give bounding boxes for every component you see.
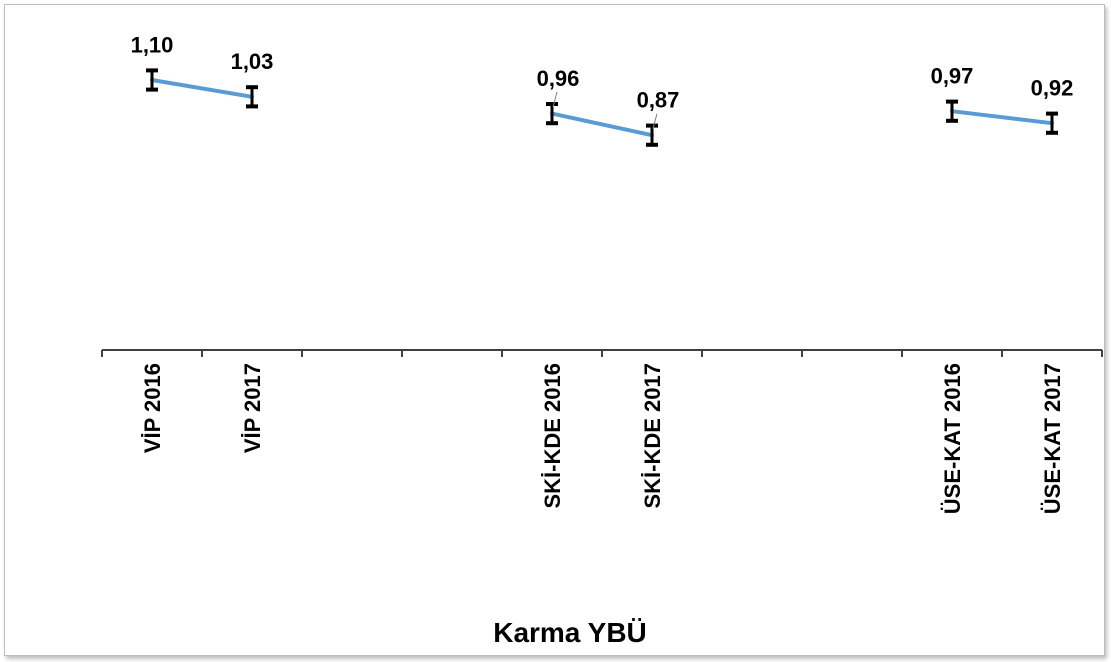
x-tick-label: SKİ-KDE 2017 [640, 363, 665, 509]
series-line [950, 109, 1054, 126]
data-labels: 1,10 1,03 0,96 0,87 0,97 0,92 [131, 32, 1074, 129]
data-label: 0,92 [1031, 76, 1074, 101]
chart-frame: 1,10 1,03 0,96 0,87 0,97 0,92 VİP 2016 VİP 201… [4, 4, 1105, 656]
x-tick-label: ÜSE-KAT 2016 [940, 363, 965, 514]
series-layer [146, 68, 1058, 147]
x-axis-title: Karma YBÜ [493, 617, 647, 648]
x-tick-label: SKİ-KDE 2016 [540, 363, 565, 509]
series-line [550, 111, 654, 138]
label-leader-line [652, 113, 658, 129]
data-label: 0,97 [931, 64, 974, 89]
data-label: 1,03 [231, 49, 274, 74]
data-label: 0,87 [637, 88, 680, 113]
x-tick-label: VİP 2016 [140, 363, 165, 453]
series-line [150, 78, 254, 99]
data-label: 0,96 [537, 66, 580, 91]
x-axis [101, 349, 1103, 357]
x-tick-labels: VİP 2016 VİP 2017 SKİ-KDE 2016 SKİ-KDE 2017… [140, 363, 1065, 514]
x-tick-label: ÜSE-KAT 2017 [1040, 363, 1065, 514]
data-label: 1,10 [131, 32, 174, 57]
line-chart: 1,101,030,960,870,97 0,92 VİP 2016 VİP 201… [101, 32, 1103, 648]
label-leader-line [552, 91, 558, 108]
x-tick-label: VİP 2017 [240, 363, 265, 453]
